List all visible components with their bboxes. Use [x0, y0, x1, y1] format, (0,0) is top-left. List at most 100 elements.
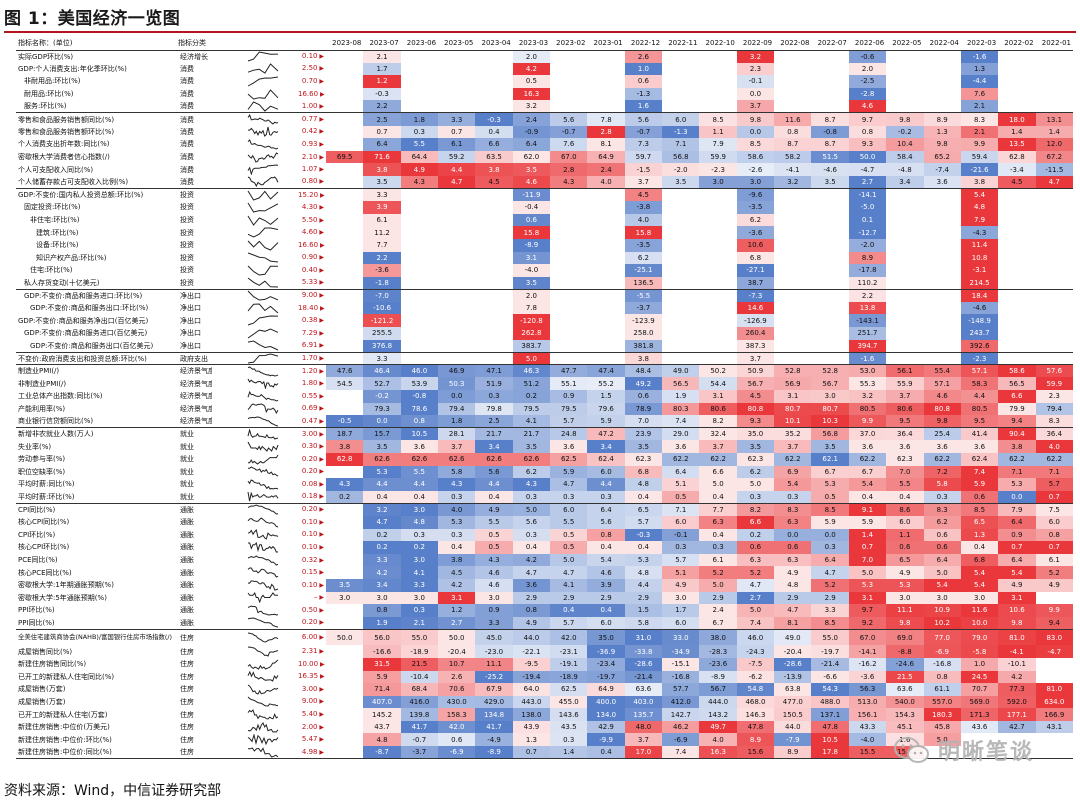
value-cell — [587, 277, 624, 290]
value-cell: 6.9 — [774, 465, 812, 479]
value-cell: 7.8 — [587, 112, 625, 126]
value-cell: 4.8 — [400, 515, 439, 529]
value-cell: 0.2 — [736, 528, 775, 542]
value-cell: 4.4 — [624, 578, 663, 592]
value-cell — [774, 201, 811, 214]
value-cell: 6.0 — [550, 502, 588, 516]
value-cell: -4.0 — [512, 264, 551, 277]
change-value: 0.20 — [301, 467, 318, 476]
value-cell: 0.4 — [699, 528, 737, 542]
arrow-icon: ▶ — [317, 367, 325, 375]
value-cell: 54.8 — [736, 683, 775, 696]
value-cell: 156.1 — [848, 708, 887, 721]
value-cell: -21.6 — [960, 163, 999, 176]
value-cell — [587, 201, 624, 214]
indicator-category: 净出口 — [180, 304, 202, 313]
trend-cell — [246, 377, 296, 390]
value-cell: 3.4 — [475, 440, 513, 453]
sparkline-path — [247, 315, 279, 326]
value-cell: 6.0 — [886, 515, 924, 529]
value-cell: 5.9 — [550, 465, 588, 479]
value-cell — [438, 340, 475, 353]
value-cell — [923, 49, 961, 63]
value-cell — [438, 100, 475, 113]
value-cell: -16.6 — [363, 645, 401, 658]
value-cell — [587, 302, 624, 315]
value-cell: 5.7 — [662, 553, 700, 567]
value-cell: 2.9 — [774, 591, 812, 605]
indicator-name: 私人存货变动(十亿美元) — [24, 278, 100, 287]
value-cell — [699, 314, 736, 327]
value-cell: 9.3 — [736, 415, 775, 428]
value-cell — [811, 63, 848, 76]
value-cell: 78.9 — [624, 402, 663, 416]
sparkline-path — [247, 617, 279, 628]
value-cell: 81.0 — [998, 628, 1036, 646]
value-cell: -10.1 — [998, 657, 1036, 671]
table-row: PCE同比(%) 通胀 0.32 ▶ 3.3 3.0 3.8 4.3 4.2 5.0 5.4 5.3… — [16, 553, 1073, 567]
value-cell: 3.5 — [512, 276, 551, 290]
value-cell — [550, 201, 587, 214]
header-month: 2022-02 — [998, 37, 1036, 51]
value-cell — [1035, 351, 1073, 365]
arrow-icon: ▶ — [317, 166, 325, 174]
value-cell — [998, 288, 1036, 302]
trend-cell — [246, 188, 297, 202]
value-cell: 5.0 — [550, 553, 588, 567]
value-cell — [587, 314, 624, 327]
value-cell — [438, 63, 475, 76]
value-cell: 262.8 — [512, 327, 551, 340]
value-cell: 6.8 — [736, 251, 775, 265]
value-cell — [699, 201, 736, 214]
value-cell: 6.7 — [699, 616, 737, 630]
value-cell — [550, 49, 588, 63]
value-cell: 0.4 — [587, 541, 625, 554]
change-value: 0.10 — [301, 580, 318, 589]
value-cell: 46.4 — [363, 364, 401, 378]
value-cell — [401, 277, 438, 290]
sparkline-path — [247, 479, 279, 490]
value-cell: 403.0 — [624, 695, 663, 709]
value-cell: 6.0 — [662, 112, 700, 126]
watermark-text: 明晰笔谈 — [938, 740, 1035, 765]
value-cell: 49.7 — [699, 720, 737, 734]
change-cell: 0.20 ▶ — [296, 617, 326, 630]
value-cell: 45.0 — [475, 628, 513, 646]
value-cell: -9.6 — [736, 188, 775, 202]
value-cell: 0.3 — [438, 490, 476, 504]
value-cell: -27.1 — [736, 264, 775, 277]
indicator-category: 就业 — [180, 442, 195, 451]
indicator-name: 产能利用率(%) — [18, 404, 66, 413]
value-cell: 3.3 — [811, 604, 849, 617]
value-cell — [811, 277, 848, 290]
value-cell — [326, 239, 363, 252]
change-cell: 3.00 ▶ — [296, 683, 326, 696]
arrow-icon: ▶ — [317, 392, 325, 400]
value-cell: 0.3 — [550, 490, 588, 504]
value-cell: 0.3 — [400, 528, 439, 542]
table-row: 个人消费支出折年数:同比(%) 消费 0.93 ▶ 6.4 5.5 6.1 6.6 6.4 7.… — [16, 138, 1073, 151]
change-cell: 5.50 ▶ — [296, 214, 326, 227]
value-cell: -36.9 — [587, 645, 625, 658]
value-cell — [587, 288, 625, 302]
value-cell — [326, 351, 364, 365]
table-row: 失业率(%) 就业 0.30 ▶ 3.8 3.5 3.6 3.7 3.4 3.5 3.6 3.4 3.… — [16, 440, 1073, 453]
value-cell: 67.2 — [1035, 150, 1073, 164]
value-cell — [923, 188, 961, 202]
value-cell: 6.6 — [475, 138, 513, 151]
value-cell: 31.5 — [363, 657, 401, 671]
value-cell: 79.4 — [1035, 402, 1073, 416]
value-cell — [811, 214, 848, 227]
value-cell: 0.0 — [998, 490, 1036, 504]
value-cell: 47.2 — [587, 427, 625, 441]
value-cell: 11.4 — [960, 238, 999, 252]
value-cell — [326, 314, 363, 327]
indicator-category: 经济景气度 — [180, 417, 213, 426]
indicator-name: GDP:不变价:商品和服务进口(百亿美元) — [24, 329, 148, 338]
indicator-name: 平均时薪:环比(%) — [18, 492, 75, 501]
value-cell: 6.0 — [587, 465, 625, 479]
value-cell: 4.2 — [438, 578, 476, 592]
value-cell: 4.0 — [438, 502, 476, 516]
value-cell: -28.6 — [624, 657, 663, 671]
value-cell: 2.2 — [363, 100, 401, 113]
